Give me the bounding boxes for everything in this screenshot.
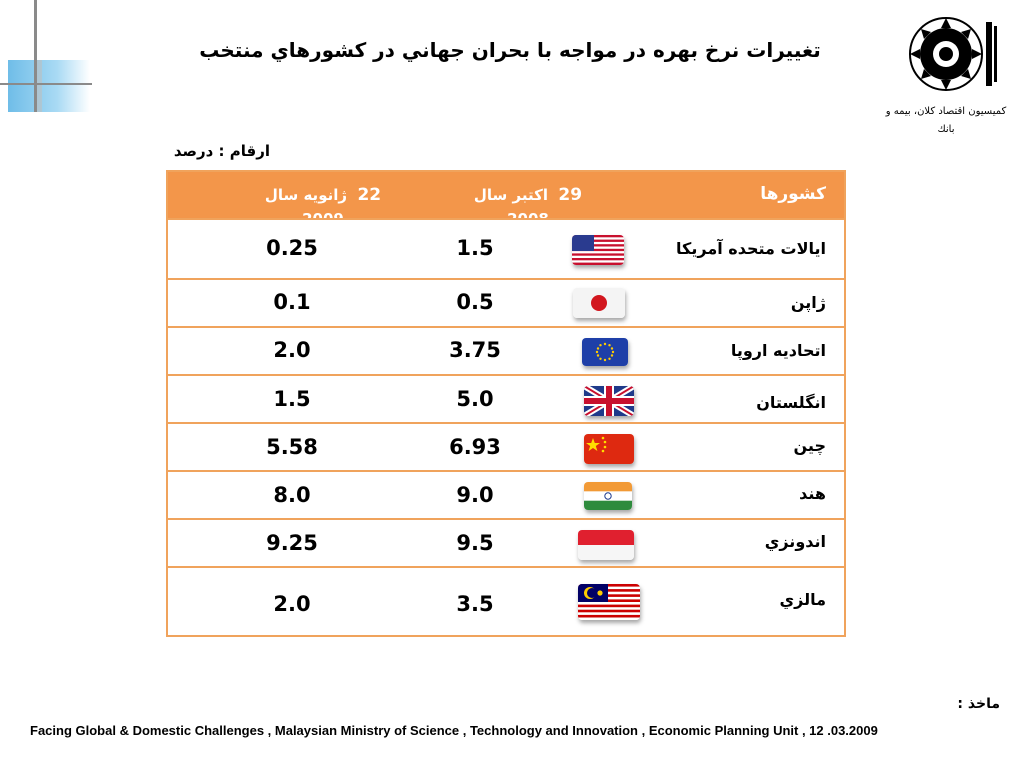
- table-row: مالزي 3.5 2.0: [168, 566, 844, 635]
- malaysia-flag-icon: [578, 584, 640, 620]
- country-name: اتحاديه اروپا: [730, 341, 826, 360]
- table-row: ايالات متحده آمريكا 1.5 0.25: [168, 218, 844, 278]
- table-row: اتحاديه اروپا 3.75 2.0: [168, 326, 844, 374]
- oct-2008-value: 6.93: [449, 435, 501, 459]
- slide-title: تغييرات نرخ بهره در مواجه با بحران جهاني…: [199, 38, 821, 62]
- oct-2008-value: 9.0: [456, 483, 494, 507]
- table-row: انگلستان 5.0 1.5: [168, 374, 844, 422]
- header-jan-2009: 22 ژانويه سال 2009: [248, 183, 398, 218]
- country-name: مالزي: [779, 590, 826, 609]
- eu-flag-icon: [582, 338, 628, 366]
- header-oct-day: 29: [558, 185, 583, 205]
- chamber-of-commerce-logo-icon: [900, 14, 1000, 94]
- japan-flag-icon: [573, 288, 625, 318]
- usa-flag-icon: [572, 235, 624, 265]
- india-flag-icon: [584, 482, 632, 510]
- table-row: چين 6.93 5.58: [168, 422, 844, 470]
- oct-2008-value: 3.75: [449, 338, 501, 362]
- decorative-vertical-line: [34, 0, 37, 112]
- source-citation: Facing Global & Domestic Challenges , Ma…: [30, 723, 878, 738]
- table-row: اندونزي 9.5 9.25: [168, 518, 844, 566]
- country-name: اندونزي: [764, 532, 826, 551]
- interest-rate-table: كشورها 29 اكتبر سال 2008 22 ژانويه سال 2…: [166, 170, 846, 637]
- oct-2008-value: 0.5: [456, 290, 494, 314]
- country-name: هند: [799, 484, 826, 503]
- china-flag-icon: [584, 434, 634, 464]
- header-oct-2008: 29 اكتبر سال 2008: [453, 183, 603, 218]
- logo-caption-line2: بانك: [937, 124, 955, 135]
- jan-2009-value: 1.5: [273, 387, 311, 411]
- oct-2008-value: 9.5: [456, 531, 494, 555]
- oct-2008-value: 1.5: [456, 236, 494, 260]
- header-countries: كشورها: [760, 184, 826, 204]
- header-jan-text: ژانويه سال: [264, 186, 348, 204]
- country-name: ژاپن: [790, 293, 826, 312]
- jan-2009-value: 2.0: [273, 592, 311, 616]
- indonesia-flag-icon: [578, 530, 634, 560]
- jan-2009-value: 5.58: [266, 435, 318, 459]
- table-row: هند 9.0 8.0: [168, 470, 844, 518]
- header-oct-text: اكتبر سال: [473, 186, 548, 204]
- jan-2009-value: 0.1: [273, 290, 311, 314]
- logo-caption-line1: كميسيون اقتصاد كلان، بيمه و: [885, 106, 1007, 117]
- jan-2009-value: 9.25: [266, 531, 318, 555]
- unit-note: ارقام : درصد: [173, 142, 270, 160]
- table-row: ژاپن 0.5 0.1: [168, 278, 844, 326]
- table-header: كشورها 29 اكتبر سال 2008 22 ژانويه سال 2…: [168, 172, 844, 218]
- decorative-stripe: [34, 60, 42, 112]
- header-jan-day: 22: [357, 185, 382, 205]
- country-name: ايالات متحده آمريكا: [676, 239, 826, 258]
- uk-flag-icon: [584, 386, 634, 416]
- header-oct-year: 2008: [453, 207, 603, 218]
- header-jan-year: 2009: [248, 207, 398, 218]
- oct-2008-value: 3.5: [456, 592, 494, 616]
- decorative-blue-block: [8, 60, 90, 112]
- decorative-horizontal-line: [0, 83, 92, 85]
- country-name: چين: [793, 436, 826, 455]
- logo-caption: كميسيون اقتصاد كلان، بيمه و بانك: [866, 103, 1024, 139]
- oct-2008-value: 5.0: [456, 387, 494, 411]
- source-label: ماخذ :: [957, 696, 1000, 712]
- jan-2009-value: 0.25: [266, 236, 318, 260]
- country-name: انگلستان: [756, 393, 826, 412]
- jan-2009-value: 2.0: [273, 338, 311, 362]
- jan-2009-value: 8.0: [273, 483, 311, 507]
